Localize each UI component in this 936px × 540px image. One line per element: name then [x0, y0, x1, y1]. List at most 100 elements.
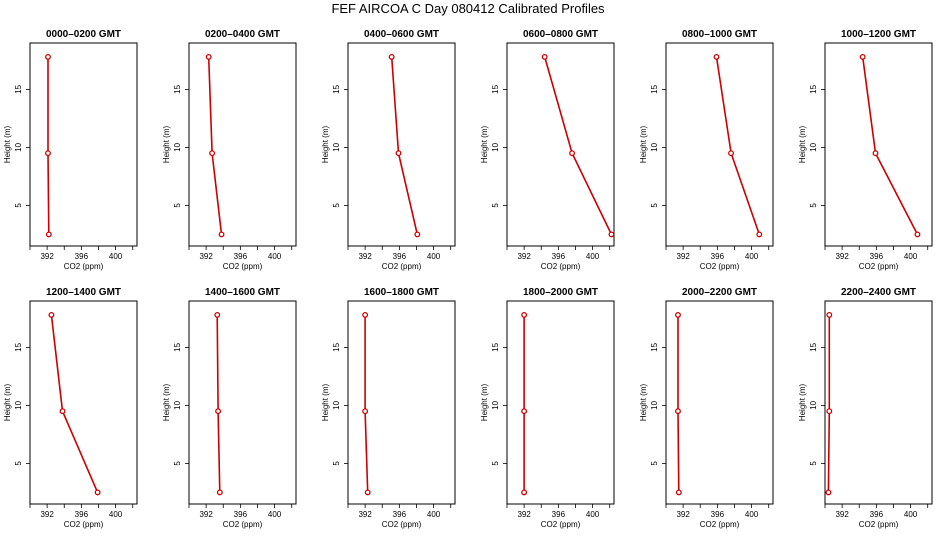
- profile-point: [859, 53, 866, 60]
- y-tick-label: 5: [173, 461, 182, 466]
- x-tick-label: 396: [75, 510, 89, 519]
- plot-frame: [188, 42, 297, 247]
- profile-point: [414, 231, 421, 238]
- profile-point: [569, 150, 576, 157]
- x-tick-label: 400: [745, 510, 759, 519]
- plot-frame: [188, 300, 297, 505]
- panel-title: 1000–1200 GMT: [841, 29, 916, 40]
- x-axis-label: CO2 (ppm): [382, 520, 422, 529]
- plot-frame: [347, 300, 456, 505]
- x-tick-label: 392: [676, 510, 690, 519]
- x-tick-label: 392: [358, 252, 372, 261]
- panel-title: 0600–0800 GMT: [523, 29, 598, 40]
- y-tick-label: 5: [14, 461, 23, 466]
- x-axis-label: CO2 (ppm): [859, 262, 899, 271]
- plot-frame: [665, 42, 774, 247]
- y-axis-label: Height (m): [162, 125, 171, 163]
- profile-point: [48, 311, 55, 318]
- panel-title: 0000–0200 GMT: [46, 29, 121, 40]
- x-tick-label: 396: [234, 510, 248, 519]
- profile-line: [216, 314, 221, 493]
- plot-frame: [29, 42, 138, 247]
- x-tick-label: 400: [745, 252, 759, 261]
- plot-frame: [506, 42, 615, 247]
- y-axis-label: Height (m): [321, 383, 330, 421]
- profile-point: [521, 489, 528, 496]
- y-tick-label: 5: [809, 203, 818, 208]
- y-tick-label: 5: [332, 203, 341, 208]
- x-tick-label: 396: [711, 510, 725, 519]
- profile-point: [45, 231, 52, 238]
- x-axis-label: CO2 (ppm): [223, 262, 263, 271]
- panel-title: 1400–1600 GMT: [205, 287, 280, 298]
- profile-line: [390, 56, 419, 235]
- panel-6: 1000–1200 GMT 392 396 400 5 10 15 CO2 (ppm) Heig…: [798, 29, 933, 271]
- panel-11: 2000–2200 GMT 392 396 400 5 10 15 CO2 (ppm) Heig…: [639, 287, 774, 529]
- x-axis-label: CO2 (ppm): [64, 520, 104, 529]
- x-axis-label: CO2 (ppm): [223, 520, 263, 529]
- x-tick-label: 400: [586, 510, 600, 519]
- y-tick-label: 10: [332, 400, 341, 409]
- y-tick-label: 15: [491, 342, 500, 351]
- x-tick-label: 396: [870, 510, 884, 519]
- y-tick-label: 5: [650, 203, 659, 208]
- y-tick-label: 10: [14, 142, 23, 151]
- profile-point: [713, 53, 720, 60]
- panel-1: 0000–0200 GMT 392 396 400 5 10 15 CO2 (ppm) Heig…: [3, 29, 138, 271]
- profile-line: [50, 314, 99, 493]
- profile-point: [218, 231, 225, 238]
- panel-3: 0400–0600 GMT 392 396 400 5 10 15 CO2 (ppm) Heig…: [321, 29, 456, 271]
- panel-title: 0800–1000 GMT: [682, 29, 757, 40]
- x-tick-label: 400: [268, 252, 282, 261]
- panel-2: 0200–0400 GMT 392 396 400 5 10 15 CO2 (ppm) Heig…: [162, 29, 297, 271]
- y-tick-label: 5: [14, 203, 23, 208]
- profile-point: [362, 311, 369, 318]
- x-axis-label: CO2 (ppm): [382, 262, 422, 271]
- profile-point: [728, 150, 735, 157]
- y-tick-label: 15: [809, 342, 818, 351]
- y-axis-label: Height (m): [480, 383, 489, 421]
- panel-title: 1800–2000 GMT: [523, 287, 598, 298]
- x-tick-label: 392: [835, 252, 849, 261]
- y-tick-label: 5: [491, 203, 500, 208]
- profile-point: [214, 311, 221, 318]
- profile-point: [675, 489, 682, 496]
- panel-title: 0400–0600 GMT: [364, 29, 439, 40]
- x-tick-label: 400: [586, 252, 600, 261]
- y-axis-label: Height (m): [321, 125, 330, 163]
- panel-9: 1600–1800 GMT 392 396 400 5 10 15 CO2 (ppm) Heig…: [321, 287, 456, 529]
- profile-point: [364, 489, 371, 496]
- y-axis-label: Height (m): [639, 125, 648, 163]
- panel-7: 1200–1400 GMT 392 396 400 5 10 15 CO2 (ppm) Heig…: [3, 287, 138, 529]
- profile-point: [388, 53, 395, 60]
- y-tick-label: 15: [491, 84, 500, 93]
- x-axis-label: CO2 (ppm): [541, 262, 581, 271]
- y-tick-label: 15: [173, 84, 182, 93]
- panel-5: 0800–1000 GMT 392 396 400 5 10 15 CO2 (ppm) Heig…: [639, 29, 774, 271]
- profile-point: [59, 408, 66, 415]
- y-tick-label: 5: [650, 461, 659, 466]
- panel-4: 0600–0800 GMT 392 396 400 5 10 15 CO2 (ppm) Heig…: [480, 29, 615, 271]
- y-tick-label: 5: [491, 461, 500, 466]
- profile-point: [395, 150, 402, 157]
- profile-point: [209, 150, 216, 157]
- x-tick-label: 396: [552, 510, 566, 519]
- y-tick-label: 10: [491, 142, 500, 151]
- x-tick-label: 392: [199, 252, 213, 261]
- profile-point: [521, 311, 528, 318]
- profile-line: [543, 56, 613, 235]
- x-tick-label: 392: [40, 252, 54, 261]
- y-tick-label: 15: [332, 342, 341, 351]
- panel-title: 2000–2200 GMT: [682, 287, 757, 298]
- profile-point: [215, 408, 222, 415]
- profile-line: [207, 56, 223, 235]
- y-tick-label: 15: [14, 342, 23, 351]
- y-axis-label: Height (m): [639, 383, 648, 421]
- x-tick-label: 392: [40, 510, 54, 519]
- y-tick-label: 5: [173, 203, 182, 208]
- profile-point: [216, 489, 223, 496]
- y-tick-label: 5: [332, 461, 341, 466]
- x-tick-label: 392: [199, 510, 213, 519]
- profile-line: [827, 314, 831, 493]
